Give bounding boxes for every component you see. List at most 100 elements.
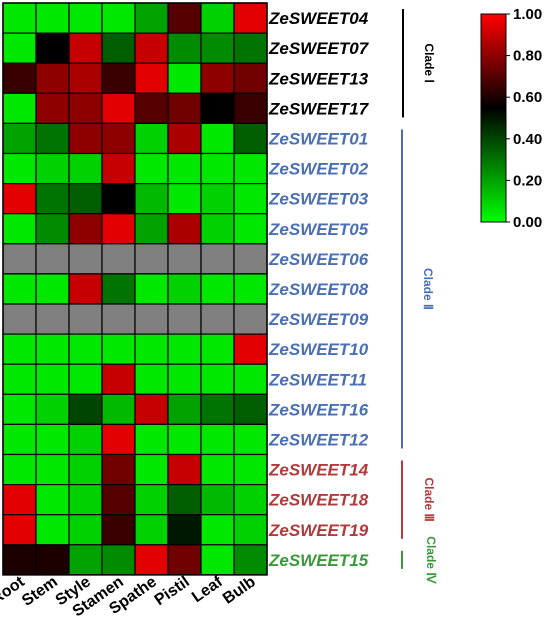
heatmap-cell bbox=[233, 393, 268, 425]
row-label: ZeSWEET08 bbox=[268, 280, 369, 299]
colorbar-tick-label: 1.00 bbox=[513, 6, 542, 23]
heatmap-cell bbox=[233, 303, 268, 335]
heatmap-cell bbox=[167, 2, 202, 34]
row-label: ZeSWEET10 bbox=[268, 340, 369, 359]
heatmap-cell bbox=[101, 514, 136, 546]
heatmap-cell bbox=[35, 2, 70, 34]
heatmap-cell bbox=[68, 2, 103, 34]
row-label: ZeSWEET05 bbox=[268, 220, 369, 239]
heatmap-cell bbox=[68, 514, 103, 546]
heatmap-cell bbox=[68, 363, 103, 395]
heatmap-cell bbox=[68, 453, 103, 486]
heatmap-cell bbox=[68, 393, 103, 425]
heatmap-cell bbox=[134, 213, 169, 245]
heatmap-cell bbox=[233, 333, 268, 365]
heatmap-cell bbox=[233, 32, 268, 64]
heatmap-cell bbox=[200, 183, 235, 215]
heatmap-cell bbox=[2, 62, 37, 94]
heatmap-cell bbox=[101, 453, 136, 486]
heatmap-cell bbox=[35, 484, 70, 516]
heatmap-border bbox=[2, 2, 268, 576]
heatmap-cell bbox=[200, 484, 235, 516]
heatmap-cell bbox=[68, 544, 103, 576]
column-label: Leaf bbox=[189, 573, 226, 606]
heatmap-cell bbox=[68, 92, 103, 125]
heatmap-cell bbox=[2, 122, 37, 155]
heatmap-cell bbox=[2, 393, 37, 425]
row-label: ZeSWEET17 bbox=[268, 99, 370, 118]
heatmap-cell bbox=[200, 213, 235, 245]
heatmap-cell bbox=[233, 213, 268, 245]
heatmap-cell bbox=[2, 544, 37, 576]
row-label: ZeSWEET09 bbox=[268, 310, 369, 329]
heatmap-cell bbox=[35, 363, 70, 395]
heatmap-cell bbox=[2, 363, 37, 395]
heatmap-cell bbox=[167, 333, 202, 365]
heatmap-cell bbox=[68, 243, 103, 275]
row-label: ZeSWEET11 bbox=[268, 370, 367, 389]
heatmap-cell bbox=[101, 393, 136, 425]
heatmap-cell bbox=[2, 183, 37, 215]
heatmap-cell bbox=[167, 183, 202, 215]
heatmap-cell bbox=[200, 2, 235, 34]
heatmap-cell bbox=[167, 544, 202, 576]
clade-label: Clade Ⅲ bbox=[422, 478, 436, 522]
heatmap-cell bbox=[2, 333, 37, 365]
heatmap-cell bbox=[2, 303, 37, 335]
heatmap-cell bbox=[167, 243, 202, 275]
heatmap-cell bbox=[2, 514, 37, 546]
heatmap-cell bbox=[101, 92, 136, 125]
heatmap-cell bbox=[134, 273, 169, 305]
heatmap-cell bbox=[35, 213, 70, 245]
heatmap-cell bbox=[35, 423, 70, 456]
heatmap-cell bbox=[134, 92, 169, 125]
heatmap-cell bbox=[2, 2, 37, 34]
row-label: ZeSWEET03 bbox=[268, 190, 369, 209]
heatmap-cell bbox=[167, 514, 202, 546]
row-label: ZeSWEET14 bbox=[268, 461, 369, 480]
heatmap-cell bbox=[101, 32, 136, 64]
heatmap-cell bbox=[35, 122, 70, 155]
heatmap-cell bbox=[101, 152, 136, 185]
heatmap-cell bbox=[134, 62, 169, 94]
heatmap-cell bbox=[2, 484, 37, 516]
row-label: ZeSWEET01 bbox=[268, 129, 368, 148]
heatmap-cell bbox=[134, 363, 169, 395]
heatmap-cell bbox=[233, 243, 268, 275]
heatmap-cell bbox=[2, 273, 37, 305]
colorbar-tick-label: 0.20 bbox=[513, 172, 542, 189]
heatmap-cell bbox=[167, 393, 202, 425]
heatmap-cell bbox=[167, 122, 202, 155]
heatmap-cell bbox=[68, 484, 103, 516]
heatmap-cell bbox=[200, 32, 235, 64]
heatmap-cell bbox=[233, 363, 268, 395]
colorbar-tick-label: 0.80 bbox=[513, 48, 542, 65]
heatmap-cell bbox=[35, 333, 70, 365]
heatmap-cell bbox=[167, 303, 202, 335]
colorbar-tick-label: 0.60 bbox=[513, 89, 542, 106]
row-label: ZeSWEET04 bbox=[268, 9, 369, 28]
heatmap-cell bbox=[134, 484, 169, 516]
heatmap-cell bbox=[101, 62, 136, 94]
heatmap-cell bbox=[134, 2, 169, 34]
heatmap-cell bbox=[233, 514, 268, 546]
heatmap-cell bbox=[233, 273, 268, 305]
heatmap-cell bbox=[35, 32, 70, 64]
heatmap-cell bbox=[233, 423, 268, 456]
heatmap-cell bbox=[200, 122, 235, 155]
heatmap-cell bbox=[167, 423, 202, 456]
clade-label: Clade Ⅰ bbox=[422, 43, 436, 83]
heatmap-cell bbox=[35, 152, 70, 185]
heatmap-cell bbox=[200, 453, 235, 486]
heatmap-cell bbox=[2, 32, 37, 64]
heatmap-cell bbox=[68, 183, 103, 215]
heatmap-cell bbox=[200, 92, 235, 125]
heatmap-cell bbox=[200, 514, 235, 546]
heatmap-cell bbox=[233, 2, 268, 34]
row-label: ZeSWEET15 bbox=[268, 551, 369, 570]
heatmap-cell bbox=[101, 183, 136, 215]
heatmap-cell bbox=[134, 393, 169, 425]
heatmap-cell bbox=[68, 62, 103, 94]
heatmap-cell bbox=[68, 32, 103, 64]
heatmap-cell bbox=[167, 484, 202, 516]
